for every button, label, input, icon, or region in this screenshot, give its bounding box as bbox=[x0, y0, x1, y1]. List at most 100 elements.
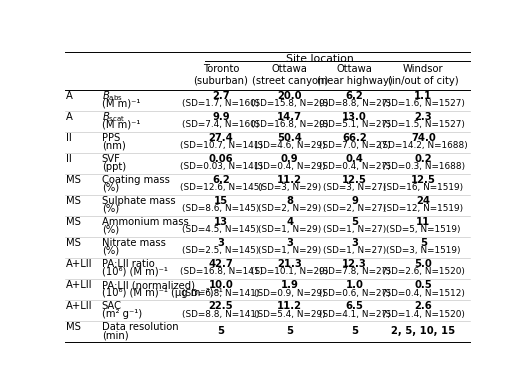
Text: (SD=8.8, N=141): (SD=8.8, N=141) bbox=[182, 310, 260, 319]
Text: $B_\mathrm{scat}$: $B_\mathrm{scat}$ bbox=[102, 110, 125, 124]
Text: PA:LII ratio: PA:LII ratio bbox=[102, 260, 155, 269]
Text: 50.4: 50.4 bbox=[277, 133, 302, 143]
Text: 6.5: 6.5 bbox=[346, 301, 363, 312]
Text: (SD=2.5, N=145): (SD=2.5, N=145) bbox=[182, 246, 259, 255]
Text: 12.5: 12.5 bbox=[411, 175, 436, 186]
Text: (SD=0.4, N=29): (SD=0.4, N=29) bbox=[254, 162, 326, 171]
Text: 74.0: 74.0 bbox=[411, 133, 436, 143]
Text: 27.4: 27.4 bbox=[209, 133, 233, 143]
Text: (SD=2, N=27): (SD=2, N=27) bbox=[323, 205, 386, 214]
Text: II: II bbox=[66, 154, 72, 164]
Text: 1.0: 1.0 bbox=[346, 280, 363, 291]
Text: 0.2: 0.2 bbox=[414, 154, 432, 164]
Text: (SD=16, N=1519): (SD=16, N=1519) bbox=[383, 183, 464, 192]
Text: (SD=12, N=1519): (SD=12, N=1519) bbox=[383, 205, 464, 214]
Text: (SD=1.5, N=1527): (SD=1.5, N=1527) bbox=[382, 120, 465, 129]
Text: (SD=5.1, N=27): (SD=5.1, N=27) bbox=[319, 120, 390, 129]
Text: (M m)⁻¹: (M m)⁻¹ bbox=[102, 120, 140, 130]
Text: (%): (%) bbox=[102, 204, 119, 214]
Text: SAC: SAC bbox=[102, 301, 122, 312]
Text: (ppt): (ppt) bbox=[102, 162, 126, 172]
Text: Windsor
(in/out of city): Windsor (in/out of city) bbox=[388, 64, 459, 86]
Text: 15: 15 bbox=[214, 196, 228, 206]
Text: PPS: PPS bbox=[102, 133, 120, 143]
Text: A+LII: A+LII bbox=[66, 280, 92, 291]
Text: 5: 5 bbox=[351, 326, 358, 336]
Text: 0.5: 0.5 bbox=[414, 280, 432, 291]
Text: (SD=7.0, N=27): (SD=7.0, N=27) bbox=[319, 141, 390, 150]
Text: A+LII: A+LII bbox=[66, 260, 92, 269]
Text: (SD=5, N=1519): (SD=5, N=1519) bbox=[386, 226, 460, 234]
Text: (SD=8.6, N=145): (SD=8.6, N=145) bbox=[182, 205, 259, 214]
Text: Data resolution: Data resolution bbox=[102, 322, 179, 332]
Text: Sulphate mass: Sulphate mass bbox=[102, 196, 175, 206]
Text: 5: 5 bbox=[420, 238, 427, 248]
Text: (10⁶) (M m)⁻¹ (μg m⁻³)⁻¹: (10⁶) (M m)⁻¹ (μg m⁻³)⁻¹ bbox=[102, 288, 222, 298]
Text: (SD=3, N=29): (SD=3, N=29) bbox=[258, 183, 322, 192]
Text: 6.2: 6.2 bbox=[346, 91, 363, 101]
Text: (%): (%) bbox=[102, 183, 119, 193]
Text: (SD=0.03, N=141): (SD=0.03, N=141) bbox=[180, 162, 263, 171]
Text: PA:LII (normalized): PA:LII (normalized) bbox=[102, 280, 195, 291]
Text: 11.2: 11.2 bbox=[277, 301, 302, 312]
Text: (%): (%) bbox=[102, 246, 119, 256]
Text: (SD=10.1, N=29): (SD=10.1, N=29) bbox=[251, 267, 328, 276]
Text: (SD=0.3, N=1688): (SD=0.3, N=1688) bbox=[382, 162, 465, 171]
Text: 5: 5 bbox=[218, 326, 224, 336]
Text: (10⁶) (M m)⁻¹: (10⁶) (M m)⁻¹ bbox=[102, 267, 168, 277]
Text: A: A bbox=[66, 91, 73, 101]
Text: (SD=1, N=27): (SD=1, N=27) bbox=[323, 226, 386, 234]
Text: 1.1: 1.1 bbox=[414, 91, 432, 101]
Text: 22.5: 22.5 bbox=[209, 301, 233, 312]
Text: 3: 3 bbox=[351, 238, 358, 248]
Text: (SD=16.8, N=141): (SD=16.8, N=141) bbox=[180, 267, 263, 276]
Text: SVF: SVF bbox=[102, 154, 121, 164]
Text: 2.3: 2.3 bbox=[414, 112, 432, 122]
Text: (SD=0.4, N=1512): (SD=0.4, N=1512) bbox=[382, 288, 465, 297]
Text: (SD=6.8, N=141): (SD=6.8, N=141) bbox=[182, 288, 259, 297]
Text: 3: 3 bbox=[218, 238, 224, 248]
Text: 11: 11 bbox=[416, 217, 431, 227]
Text: 4: 4 bbox=[286, 217, 293, 227]
Text: 2.6: 2.6 bbox=[414, 301, 432, 312]
Text: 5: 5 bbox=[286, 326, 293, 336]
Text: (SD=0.4, N=27): (SD=0.4, N=27) bbox=[319, 162, 390, 171]
Text: II: II bbox=[66, 133, 72, 143]
Text: (SD=0.9, N=29): (SD=0.9, N=29) bbox=[254, 288, 326, 297]
Text: Ottawa
(near highway): Ottawa (near highway) bbox=[317, 64, 393, 86]
Text: (SD=8.8, N=27): (SD=8.8, N=27) bbox=[318, 99, 390, 108]
Text: (M m)⁻¹: (M m)⁻¹ bbox=[102, 99, 140, 109]
Text: 13.0: 13.0 bbox=[342, 112, 367, 122]
Text: 6.2: 6.2 bbox=[212, 175, 230, 186]
Text: 10.0: 10.0 bbox=[209, 280, 233, 291]
Text: 21.3: 21.3 bbox=[277, 260, 302, 269]
Text: MS: MS bbox=[66, 196, 81, 206]
Text: (SD=10.7, N=141): (SD=10.7, N=141) bbox=[180, 141, 263, 150]
Text: (SD=3, N=1519): (SD=3, N=1519) bbox=[386, 246, 460, 255]
Text: 2.7: 2.7 bbox=[212, 91, 230, 101]
Text: Coating mass: Coating mass bbox=[102, 175, 170, 186]
Text: 9: 9 bbox=[351, 196, 358, 206]
Text: 0.06: 0.06 bbox=[209, 154, 233, 164]
Text: (SD=3, N=27): (SD=3, N=27) bbox=[323, 183, 386, 192]
Text: 9.9: 9.9 bbox=[212, 112, 230, 122]
Text: MS: MS bbox=[66, 175, 81, 186]
Text: MS: MS bbox=[66, 238, 81, 248]
Text: (m² g⁻¹): (m² g⁻¹) bbox=[102, 309, 142, 319]
Text: 3: 3 bbox=[287, 238, 293, 248]
Text: (SD=2.6, N=1520): (SD=2.6, N=1520) bbox=[382, 267, 465, 276]
Text: (SD=14.2, N=1688): (SD=14.2, N=1688) bbox=[379, 141, 468, 150]
Text: (SD=1, N=29): (SD=1, N=29) bbox=[258, 246, 322, 255]
Text: 11.2: 11.2 bbox=[277, 175, 302, 186]
Text: Toronto
(suburban): Toronto (suburban) bbox=[194, 64, 248, 86]
Text: $B_\mathrm{abs}$: $B_\mathrm{abs}$ bbox=[102, 89, 123, 103]
Text: 0.9: 0.9 bbox=[281, 154, 299, 164]
Text: 20.0: 20.0 bbox=[278, 91, 302, 101]
Text: (SD=1.7, N=160): (SD=1.7, N=160) bbox=[182, 99, 259, 108]
Text: 14.7: 14.7 bbox=[277, 112, 302, 122]
Text: 1.9: 1.9 bbox=[281, 280, 299, 291]
Text: (min): (min) bbox=[102, 330, 128, 340]
Text: (SD=1.4, N=1520): (SD=1.4, N=1520) bbox=[382, 310, 465, 319]
Text: 2, 5, 10, 15: 2, 5, 10, 15 bbox=[391, 326, 455, 336]
Text: 5.0: 5.0 bbox=[414, 260, 432, 269]
